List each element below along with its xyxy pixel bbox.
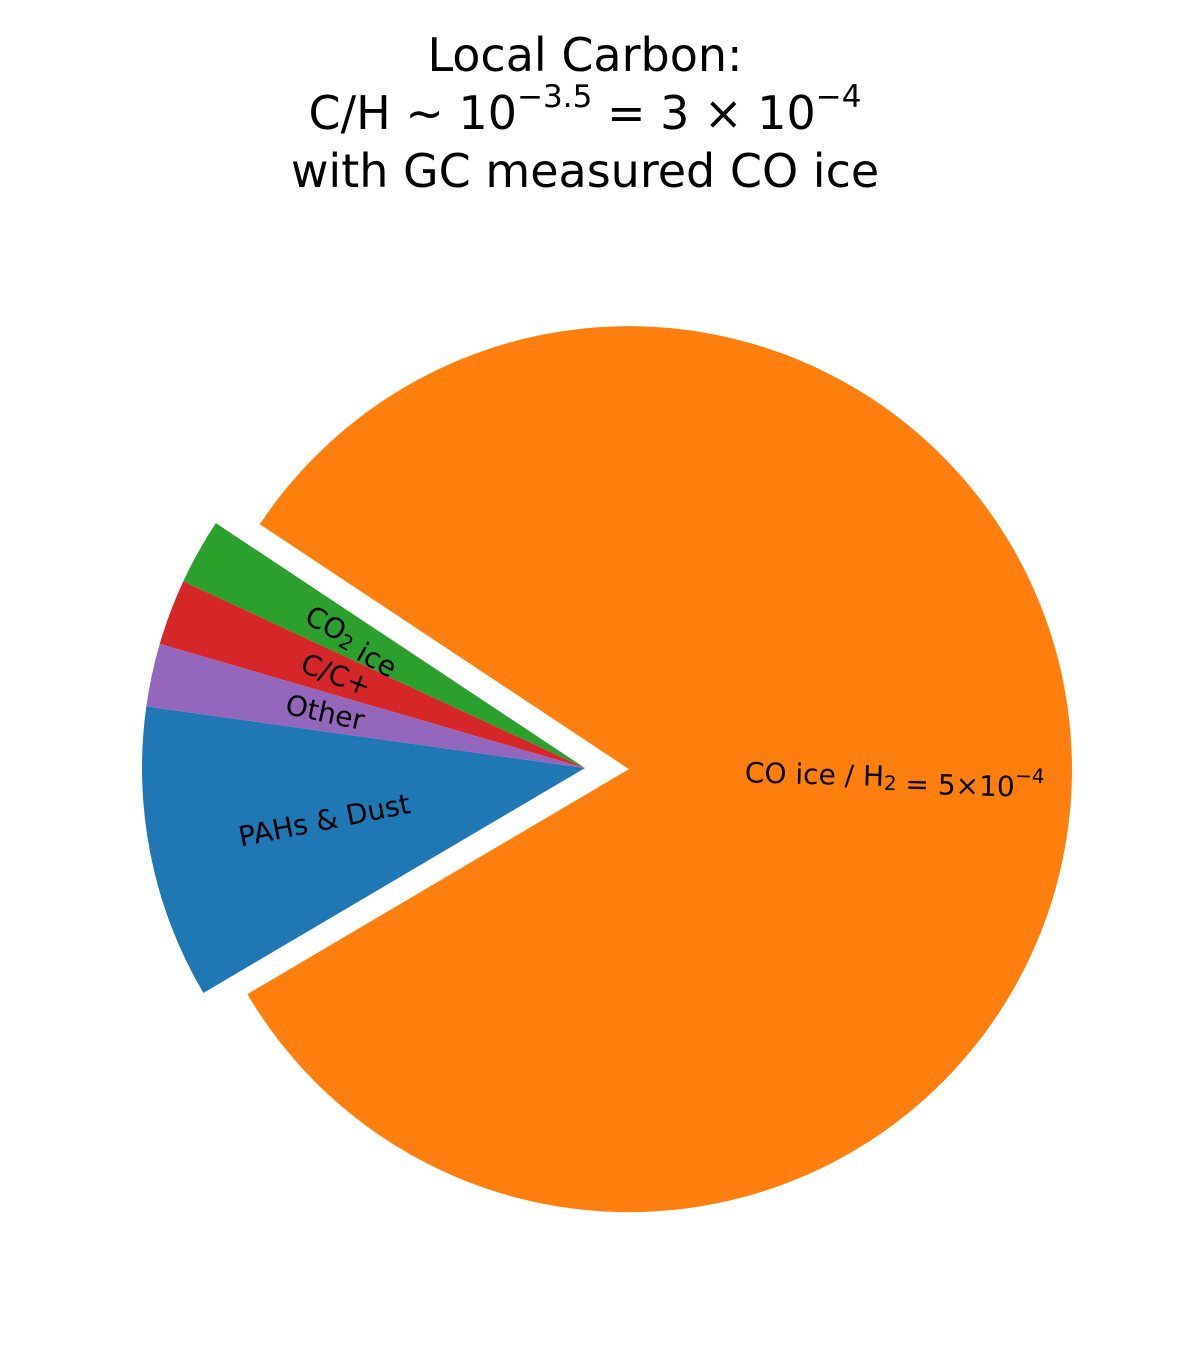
title-line-2: C/H ~ 10−3.5 = 3 × 10−4 bbox=[0, 81, 1170, 142]
co2-ice-slice bbox=[183, 523, 585, 768]
chart-title: Local Carbon: C/H ~ 10−3.5 = 3 × 10−4 wi… bbox=[0, 26, 1170, 200]
co-ice-label: CO ice / H2 = 5×10−4 bbox=[744, 756, 1045, 804]
title-line-3: with GC measured CO ice bbox=[290, 144, 880, 198]
title-line-2-exponent-2: −4 bbox=[815, 78, 862, 115]
title-line-1: Local Carbon: bbox=[427, 28, 743, 82]
other-slice bbox=[146, 643, 585, 768]
title-line-2-exponent-1: −3.5 bbox=[517, 78, 593, 115]
pie-slices bbox=[142, 326, 1072, 1213]
c-cplus-slice bbox=[159, 581, 585, 768]
title-line-2-middle: = 3 × 10 bbox=[592, 86, 816, 140]
pahs-dust-slice bbox=[142, 706, 586, 993]
title-line-2-prefix: C/H ~ 10 bbox=[308, 86, 518, 140]
co-ice-slice bbox=[247, 326, 1072, 1213]
